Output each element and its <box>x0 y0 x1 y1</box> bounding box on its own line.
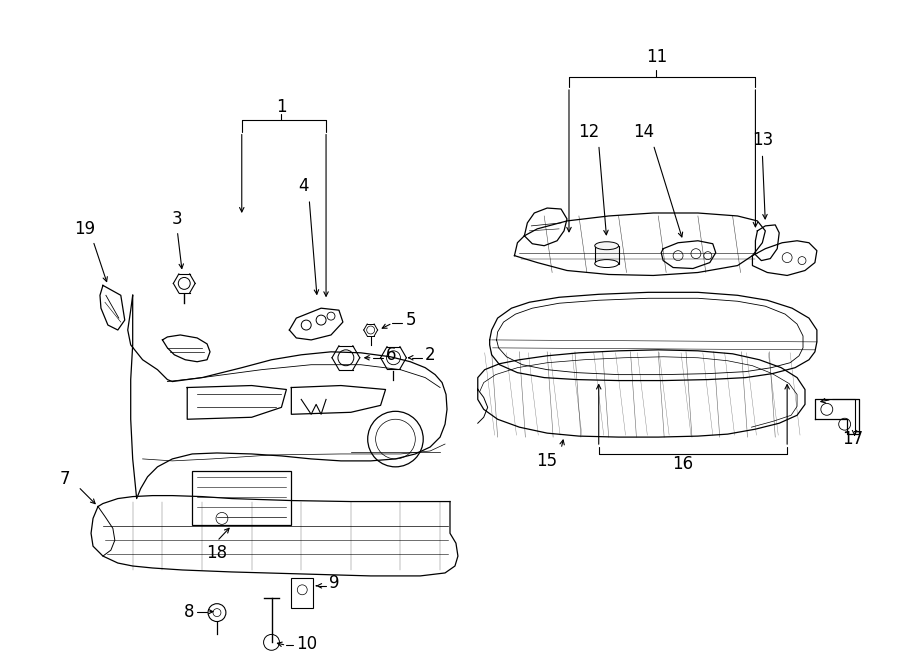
Text: 9: 9 <box>329 574 339 592</box>
Text: 6: 6 <box>385 346 396 364</box>
Text: 7: 7 <box>60 470 70 488</box>
Circle shape <box>366 326 374 334</box>
Text: 12: 12 <box>578 123 599 141</box>
Text: 18: 18 <box>206 544 228 562</box>
Text: 11: 11 <box>645 48 667 66</box>
Text: 5: 5 <box>405 311 416 329</box>
Circle shape <box>338 350 354 366</box>
Text: 1: 1 <box>276 98 287 116</box>
Text: 10: 10 <box>296 635 318 653</box>
Ellipse shape <box>595 260 618 268</box>
Text: 16: 16 <box>672 455 694 473</box>
Text: 13: 13 <box>752 131 773 149</box>
Text: 4: 4 <box>298 177 309 195</box>
Circle shape <box>386 351 400 365</box>
Bar <box>595 246 618 264</box>
Ellipse shape <box>595 242 618 250</box>
Text: 17: 17 <box>842 430 863 448</box>
Text: 14: 14 <box>633 123 654 141</box>
Bar <box>292 578 313 607</box>
Bar <box>193 471 292 525</box>
Text: 19: 19 <box>75 220 95 238</box>
Text: 15: 15 <box>536 452 558 470</box>
Circle shape <box>178 278 190 290</box>
Text: 8: 8 <box>184 603 194 621</box>
Text: 2: 2 <box>425 346 436 364</box>
Text: 3: 3 <box>172 210 183 228</box>
